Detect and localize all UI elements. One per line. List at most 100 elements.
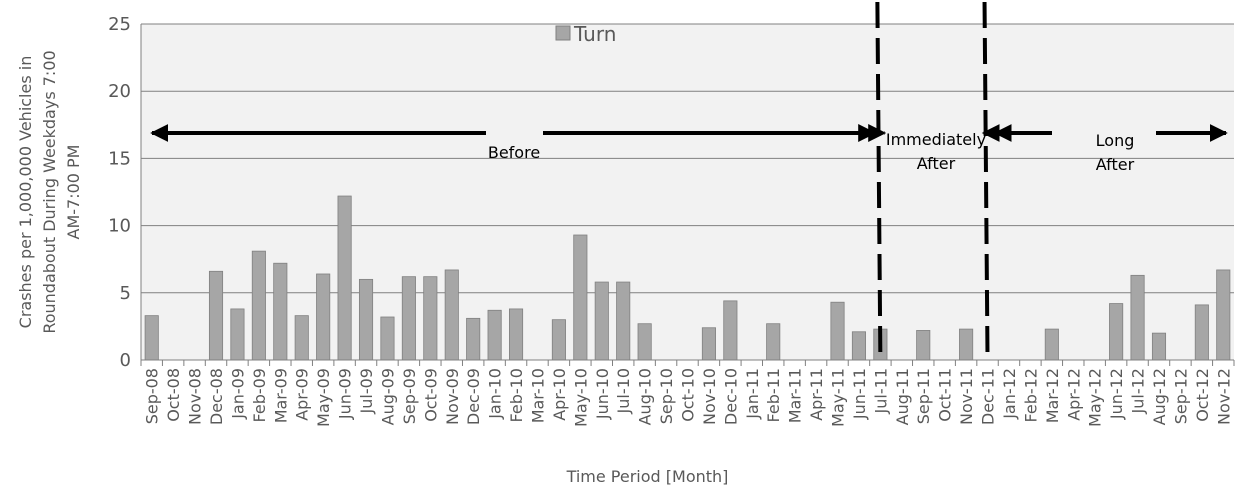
x-tick-label: Dec-08 xyxy=(207,368,226,425)
x-tick-label: Mar-09 xyxy=(271,368,290,423)
period-label-long-after: Long xyxy=(1096,131,1135,150)
bar-May-09 xyxy=(316,273,331,361)
x-tick-label: Oct-08 xyxy=(164,368,183,422)
x-tick-label: Dec-11 xyxy=(979,368,998,425)
x-tick-label: Jan-11 xyxy=(743,368,762,420)
period-boundary-line-2 xyxy=(982,1,990,361)
bar-Dec-08 xyxy=(208,270,224,361)
y-tick-labels: 0 5 10 15 20 25 xyxy=(108,14,131,371)
x-tick-label: Oct-12 xyxy=(1193,368,1212,422)
x-tick-label: Aug-10 xyxy=(636,368,655,425)
bar-Feb-10 xyxy=(509,308,524,361)
period-label-immediately-after: Immediately xyxy=(886,130,986,149)
bar-Oct-09 xyxy=(423,276,438,361)
x-tick-label: Mar-12 xyxy=(1043,368,1062,423)
x-tick-label: May-10 xyxy=(571,368,590,427)
x-tick-label: Aug-12 xyxy=(1150,368,1169,425)
x-tick-label: Apr-10 xyxy=(550,368,569,421)
x-tick-label: Sep-09 xyxy=(400,368,419,424)
x-tick-label: Oct-09 xyxy=(421,368,440,422)
x-tick-label: Sep-12 xyxy=(1171,368,1190,424)
bar-Nov-09 xyxy=(444,269,459,361)
x-tick-label: Sep-08 xyxy=(143,368,162,424)
x-tick-label: Jun-09 xyxy=(336,368,355,420)
x-tick-label: Jun-11 xyxy=(850,368,869,420)
legend-label-turn: Turn xyxy=(573,22,616,46)
legend-swatch-turn xyxy=(555,25,571,41)
bar-Oct-12 xyxy=(1194,304,1209,361)
bar-Apr-09 xyxy=(294,315,309,361)
bar-Aug-09 xyxy=(380,316,395,361)
bar-Dec-09 xyxy=(466,317,481,361)
x-tick-label: Nov-12 xyxy=(1214,368,1233,425)
x-tick-label: Feb-12 xyxy=(1021,368,1040,422)
period-label-long-after: After xyxy=(1096,155,1135,174)
x-tick-label: May-12 xyxy=(1086,368,1105,427)
bar-Jul-09 xyxy=(358,278,374,361)
y-tick-label: 5 xyxy=(120,283,131,304)
bar-Nov-10 xyxy=(701,327,716,361)
bar-Apr-10 xyxy=(551,319,566,361)
x-tick-labels: Sep-08 Oct-08 Nov-08 Dec-08 Jan-09 Feb-09 Mar-… xyxy=(143,368,1234,427)
bar-Jun-10 xyxy=(594,281,609,361)
bar-Jul-10 xyxy=(616,281,631,361)
bar-Jan-10 xyxy=(487,309,502,361)
x-tick-label: Feb-09 xyxy=(250,368,269,422)
y-tick-label: 20 xyxy=(108,81,131,102)
x-tick-label: Jan-09 xyxy=(228,368,247,420)
bar-Jan-09 xyxy=(230,308,245,361)
x-tick-label: Mar-11 xyxy=(786,368,805,423)
x-tick-label: Apr-09 xyxy=(293,368,312,421)
x-tick-label: Nov-08 xyxy=(186,368,205,425)
bar-Jun-09 xyxy=(337,195,352,361)
period-boundary-line-1 xyxy=(875,1,883,361)
x-tick-label: Mar-10 xyxy=(528,368,547,423)
bar-Jul-12 xyxy=(1130,274,1145,361)
bar-Sep-11 xyxy=(916,330,931,361)
x-tick-label: Jan-10 xyxy=(486,368,505,420)
bar-May-11 xyxy=(830,301,845,361)
x-tick-label: May-09 xyxy=(314,368,333,427)
x-axis-title: Time Period [Month] xyxy=(566,467,729,486)
y-tick-label: 15 xyxy=(108,148,131,169)
x-tick-label: Sep-10 xyxy=(657,368,676,424)
x-tick-label: Jan-12 xyxy=(1000,368,1019,420)
bar-Feb-11 xyxy=(766,323,781,361)
x-tick-label: Jul-10 xyxy=(614,368,633,414)
x-tick-label: May-11 xyxy=(829,368,848,427)
x-tick-label: Aug-11 xyxy=(893,368,912,425)
x-tick-label: Apr-12 xyxy=(1064,368,1083,421)
bar-Jun-11 xyxy=(851,331,866,361)
x-tick-label: Nov-11 xyxy=(957,368,976,425)
x-tick-label: Dec-10 xyxy=(721,368,740,425)
y-axis-title: Crashes per 1,000,000 Vehicles in Roundab… xyxy=(16,50,83,333)
x-tick-label: Nov-10 xyxy=(700,368,719,425)
bar-Feb-09 xyxy=(251,250,266,361)
bar-Jun-12 xyxy=(1109,303,1124,361)
period-annotations: Before Immediately After Long After xyxy=(150,1,1228,361)
x-tick-label: Jul-09 xyxy=(357,368,376,414)
x-tick-label: Aug-09 xyxy=(378,368,397,425)
x-tick-label: Nov-09 xyxy=(443,368,462,425)
x-tick-label: Jun-10 xyxy=(593,368,612,420)
x-tick-label: Feb-10 xyxy=(507,368,526,422)
bar-series-turn xyxy=(144,195,1231,361)
legend: Turn xyxy=(555,22,616,46)
bar-Aug-12 xyxy=(1151,332,1167,361)
x-tick-label: Dec-09 xyxy=(464,368,483,425)
axes xyxy=(140,24,1235,366)
y-tick-label: 10 xyxy=(108,216,131,237)
bar-Nov-12 xyxy=(1216,269,1231,361)
x-tick-label: Jul-12 xyxy=(1129,368,1148,414)
y-tick-label: 25 xyxy=(108,14,131,35)
x-tick-label: Sep-11 xyxy=(914,368,933,424)
bar-May-10 xyxy=(573,234,588,361)
x-tick-label: Jun-12 xyxy=(1107,368,1126,420)
bar-Mar-12 xyxy=(1044,328,1059,361)
period-label-immediately-after: After xyxy=(917,154,956,173)
x-tick-label: Oct-11 xyxy=(936,368,955,422)
y-tick-label: 0 xyxy=(120,350,131,371)
bar-Sep-08 xyxy=(144,315,159,361)
bar-Aug-10 xyxy=(637,323,652,361)
